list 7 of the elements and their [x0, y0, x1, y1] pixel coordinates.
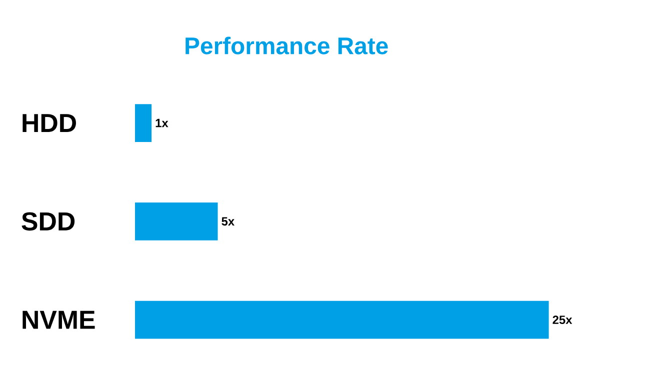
data-label: 25x: [552, 316, 572, 324]
y-tick-label: NVME: [22, 310, 95, 329]
chart-title: Performance Rate: [186, 36, 388, 54]
y-tick-label: HDD: [22, 114, 76, 132]
data-label: 1x: [156, 118, 168, 128]
data-label: 5x: [222, 217, 234, 226]
y-tick-label: SDD: [22, 212, 75, 231]
